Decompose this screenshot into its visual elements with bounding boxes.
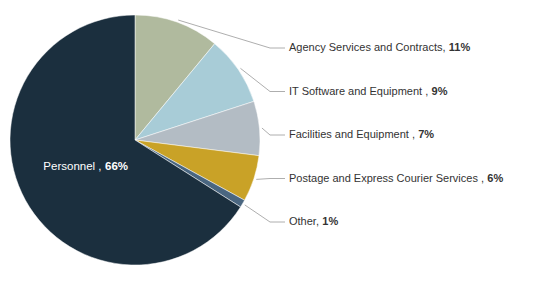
pie	[10, 15, 260, 265]
slice-label: Agency Services and Contracts,11%	[289, 41, 470, 53]
leader-line	[245, 205, 285, 222]
leader-line	[256, 178, 285, 180]
labels: Agency Services and Contracts,11% IT Soft…	[43, 20, 503, 227]
leader-line	[240, 68, 285, 91]
leader-line	[262, 128, 285, 135]
value-label: 7%	[418, 128, 434, 140]
value-label: 66%	[105, 160, 128, 172]
slice-label: Personnel , 66%	[43, 160, 128, 172]
slice-label: Other,1%	[289, 215, 338, 227]
category-label: Personnel ,	[43, 160, 101, 172]
category-label: Agency Services and Contracts,	[289, 41, 446, 53]
value-label: 6%	[487, 171, 503, 183]
category-label: Facilities and Equipment ,	[289, 128, 415, 140]
value-label: 9%	[432, 84, 448, 96]
category-label: IT Software and Equipment ,	[289, 84, 428, 96]
chart: Agency Services and Contracts,11% IT Soft…	[0, 0, 550, 281]
category-label: Postage and Express Courier Services ,	[289, 171, 484, 183]
slice-label: Facilities and Equipment ,7%	[289, 128, 434, 140]
value-label: 1%	[322, 215, 338, 227]
slice-label: IT Software and Equipment , 9%	[289, 84, 448, 96]
category-label: Other,	[289, 215, 319, 227]
leader-line	[178, 20, 285, 48]
slice-label: Postage and Express Courier Services ,6%	[289, 171, 503, 183]
pie-slice	[10, 15, 241, 265]
value-label: 11%	[449, 41, 471, 53]
